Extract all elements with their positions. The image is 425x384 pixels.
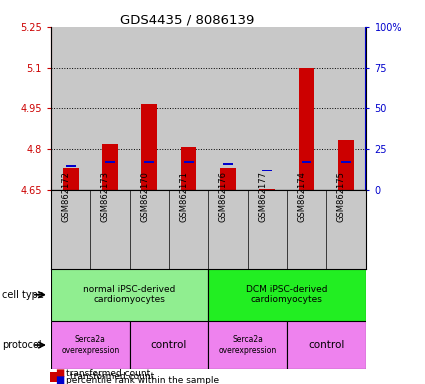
Bar bbox=[102, 144, 118, 190]
Bar bbox=[51, 321, 130, 369]
Bar bbox=[299, 68, 314, 190]
Text: control: control bbox=[151, 340, 187, 350]
Bar bbox=[181, 147, 196, 190]
Bar bbox=[302, 161, 312, 163]
Bar bbox=[208, 321, 287, 369]
Bar bbox=[223, 163, 233, 165]
Text: GSM862174: GSM862174 bbox=[298, 171, 306, 222]
Text: GSM862175: GSM862175 bbox=[337, 171, 346, 222]
Bar bbox=[341, 161, 351, 163]
Text: GSM862170: GSM862170 bbox=[140, 171, 149, 222]
Text: GSM862177: GSM862177 bbox=[258, 171, 267, 222]
Text: ■: ■ bbox=[55, 375, 65, 384]
Text: ■: ■ bbox=[55, 368, 65, 378]
Text: transformed count: transformed count bbox=[66, 369, 150, 378]
Bar bbox=[51, 269, 208, 321]
Text: Serca2a
overexpression: Serca2a overexpression bbox=[218, 335, 277, 355]
Text: GSM862176: GSM862176 bbox=[219, 171, 228, 222]
Text: GDS4435 / 8086139: GDS4435 / 8086139 bbox=[120, 13, 254, 26]
Text: GSM862173: GSM862173 bbox=[101, 171, 110, 222]
Text: protocol: protocol bbox=[2, 340, 42, 350]
Bar bbox=[50, 372, 64, 382]
Text: GSM862172: GSM862172 bbox=[62, 171, 71, 222]
Bar bbox=[63, 168, 79, 190]
Text: Serca2a
overexpression: Serca2a overexpression bbox=[61, 335, 119, 355]
Text: percentile rank within the sample: percentile rank within the sample bbox=[66, 376, 219, 384]
Bar bbox=[184, 161, 193, 163]
Bar bbox=[105, 161, 115, 163]
Bar bbox=[338, 140, 354, 190]
Text: cell type: cell type bbox=[2, 290, 44, 300]
Bar bbox=[287, 321, 366, 369]
Text: GSM862171: GSM862171 bbox=[180, 171, 189, 222]
Text: control: control bbox=[308, 340, 344, 350]
Bar bbox=[66, 165, 76, 167]
Bar bbox=[130, 321, 208, 369]
Bar bbox=[220, 168, 236, 190]
Bar bbox=[259, 189, 275, 190]
Text: DCM iPSC-derived
cardiomyocytes: DCM iPSC-derived cardiomyocytes bbox=[246, 285, 328, 305]
Bar bbox=[144, 161, 154, 163]
Text: transformed count: transformed count bbox=[70, 372, 154, 381]
Bar bbox=[208, 269, 366, 321]
Bar bbox=[262, 170, 272, 171]
Text: normal iPSC-derived
cardiomyocytes: normal iPSC-derived cardiomyocytes bbox=[83, 285, 176, 305]
Bar bbox=[142, 104, 157, 190]
